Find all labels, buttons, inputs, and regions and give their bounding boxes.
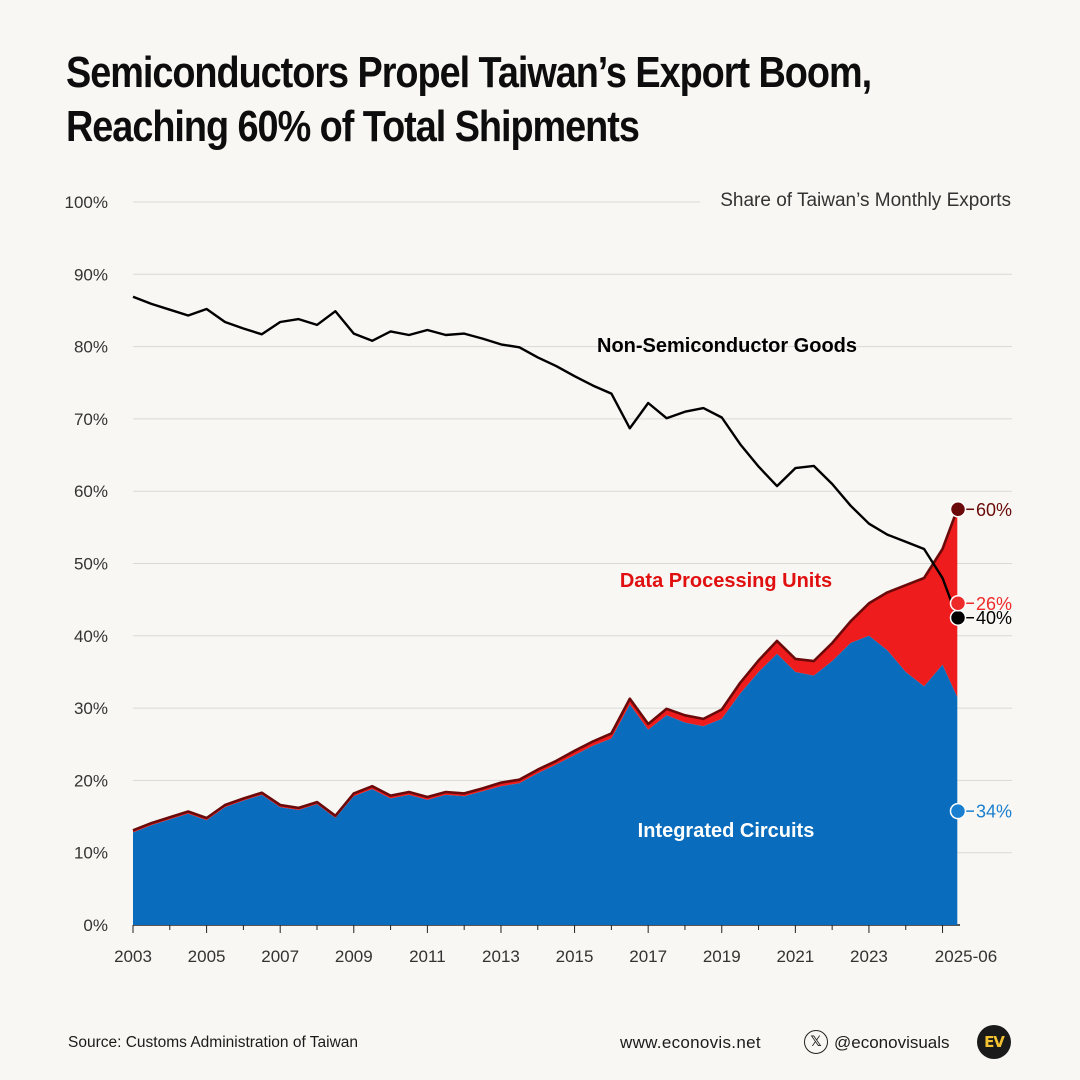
footer: Source: Customs Administration of Taiwan… — [0, 1024, 1080, 1064]
y-tick-label: 70% — [74, 410, 108, 429]
x-tick-label: 2013 — [482, 947, 520, 966]
x-tick-label: 2017 — [629, 947, 667, 966]
non-semi-series-label: Non-Semiconductor Goods — [597, 335, 857, 357]
econovis-logo: EV — [977, 1025, 1011, 1059]
x-tick-label: 2011 — [409, 947, 446, 966]
y-tick-label: 100% — [65, 193, 108, 212]
y-tick-label: 30% — [74, 699, 108, 718]
non-semi-line — [132, 295, 959, 619]
series-lines — [132, 295, 959, 832]
subtitle-backdrop — [700, 186, 1020, 216]
social-handle[interactable]: @econovisuals — [834, 1033, 950, 1052]
x-tick-label: 2015 — [556, 947, 594, 966]
chart-title-line1: Semiconductors Propel Taiwan’s Export Bo… — [66, 48, 872, 97]
x-tick-label: 2025-06 — [935, 947, 997, 966]
end-markers — [949, 501, 974, 820]
stacked-areas — [133, 509, 958, 925]
x-tick-label: 2023 — [850, 947, 888, 966]
dpu-area — [133, 509, 958, 833]
y-axis-tick-labels: 0% 10% 20% 30% 40% 50% 60% 70% 80% 90% 100% — [65, 193, 108, 935]
ic-end-marker — [949, 802, 967, 820]
chart-canvas: 0%10%20%30%40%50%60%70%80%90%100% 2003 20… — [64, 186, 1020, 966]
x-tick-label: 2005 — [188, 947, 226, 966]
ic-end-label: 34% — [976, 802, 1012, 822]
ic-series-label: Integrated Circuits — [638, 820, 815, 842]
y-tick-label: 0% — [83, 916, 108, 935]
y-tick-label: 20% — [74, 771, 108, 790]
total-semi-end-label: 60% — [976, 500, 1012, 520]
x-logo-icon: 𝕏 — [804, 1030, 828, 1054]
x-tick-label: 2009 — [335, 947, 373, 966]
y-tick-label: 60% — [74, 482, 108, 501]
website-link[interactable]: www.econovis.net — [620, 1033, 761, 1052]
y-tick-label: 40% — [74, 627, 108, 646]
dpu-end-label: 26% — [976, 594, 1012, 614]
y-tick-label: 90% — [74, 265, 108, 284]
ic-area — [133, 635, 958, 925]
y-tick-label: 50% — [74, 555, 108, 574]
non-semi-end-label: 40% — [976, 608, 1012, 628]
x-axis-tick-labels: 2003 2005 2007 2009 2011 2013 2015 2017 2019 2021… — [114, 924, 997, 966]
source-note: Source: Customs Administration of Taiwan — [68, 1034, 359, 1051]
dpu-end-marker — [949, 595, 967, 612]
dpu-series-label: Data Processing Units — [620, 570, 832, 592]
semiconductor-total-line — [132, 508, 959, 832]
y-tick-label: 80% — [74, 338, 108, 357]
x-tick-label: 2021 — [776, 947, 814, 966]
total-semi-end-marker — [949, 501, 967, 518]
chart-title: Semiconductors Propel Taiwan’s Export Bo… — [66, 46, 892, 154]
non-semi-end-marker — [949, 609, 967, 626]
chart-subtitle: Share of Taiwan’s Monthly Exports — [720, 190, 1011, 211]
y-tick-label: 10% — [74, 844, 108, 863]
end-value-labels: 60% 40%26% 34% — [976, 500, 1012, 822]
chart-title-line2: Reaching 60% of Total Shipments — [66, 102, 640, 151]
x-tick-label: 2003 — [114, 947, 152, 966]
x-tick-label: 2019 — [703, 947, 741, 966]
x-tick-label: 2007 — [261, 947, 299, 966]
